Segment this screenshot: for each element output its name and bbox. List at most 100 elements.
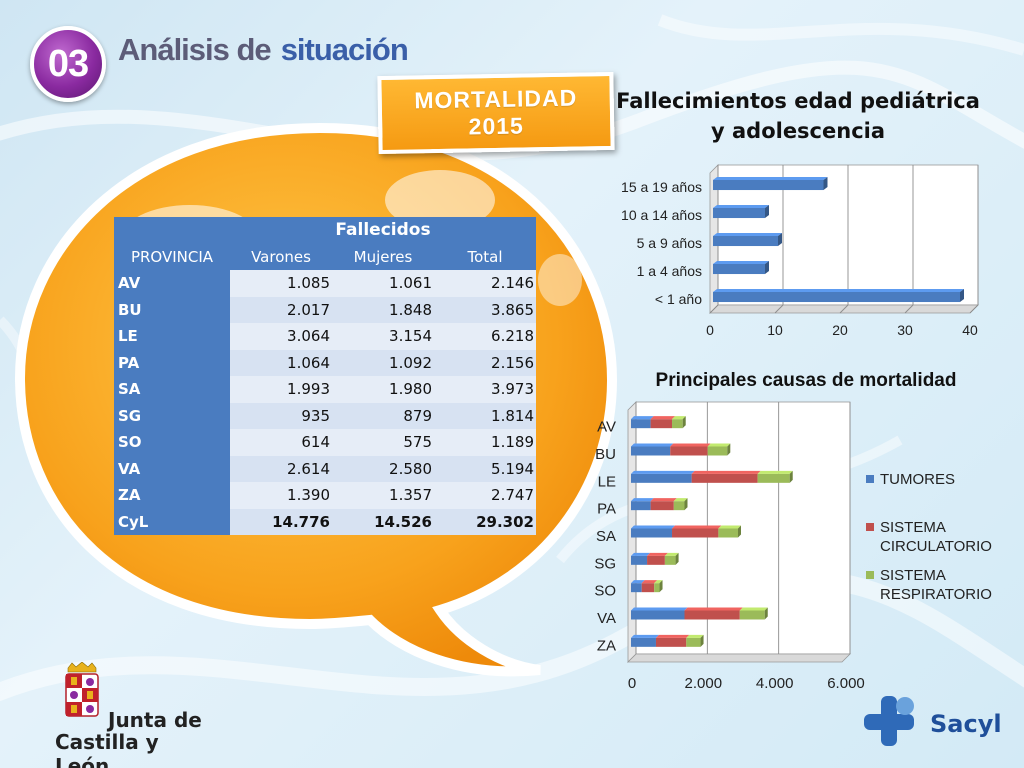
chart2-legend-label: SISTEMA xyxy=(880,519,946,536)
chart2-bar-segment xyxy=(631,555,648,565)
province-cell: SG xyxy=(114,402,230,429)
col-header-total: Total xyxy=(434,243,536,270)
chart2-bar-segment xyxy=(641,583,655,593)
women-cell: 1.061 xyxy=(332,270,434,297)
chart2-bar-segment xyxy=(655,637,687,647)
chart2-bar-side xyxy=(738,525,741,538)
province-cell: VA xyxy=(114,455,230,482)
province-cell: SA xyxy=(114,376,230,403)
chart2-bar-segment xyxy=(631,419,651,429)
chart2-bar-segment-top xyxy=(650,416,676,420)
table-row: SA 1.993 1.980 3.973 xyxy=(114,376,536,403)
chart1-category-label: < 1 año xyxy=(655,291,702,307)
total-cell: 2.747 xyxy=(434,482,536,509)
chart2-legend-swatch xyxy=(866,523,874,531)
sacyl-logo: Sacyl xyxy=(852,690,1012,750)
chart2-bar-segment xyxy=(718,528,738,538)
chart2-bar-segment-top xyxy=(631,634,659,638)
chart2-bar-segment xyxy=(631,583,642,593)
chart2-bar-segment-top xyxy=(641,580,658,584)
chart2-bar-segment-top xyxy=(664,552,679,556)
total-cell: 3.865 xyxy=(434,296,536,323)
total-cell: 5.194 xyxy=(434,455,536,482)
chart2-bar-segment-top xyxy=(631,607,688,611)
chart2-bar-segment-top xyxy=(631,416,654,420)
chart2-category-label: SG xyxy=(594,555,616,572)
women-cell: 2.580 xyxy=(332,455,434,482)
pediatric-deaths-chart: 0 10 20 30 40 15 a 19 años 10 a 14 años 5 a 9 a… xyxy=(621,164,979,338)
chart1-bar-side xyxy=(765,204,769,219)
total-cell: 1.814 xyxy=(434,402,536,429)
province-cell: BU xyxy=(114,296,230,323)
chart2-bar-segment xyxy=(631,528,673,538)
chart1-bar-top xyxy=(713,176,828,180)
women-cell: 1.848 xyxy=(332,296,434,323)
chart2-bar-segment-top xyxy=(647,552,668,556)
chart2-bar-side xyxy=(684,498,688,511)
table-row: AV 1.085 1.061 2.146 xyxy=(114,270,536,297)
chart2-bar-segment xyxy=(670,446,708,456)
page-title: Análisis de situación xyxy=(118,32,409,68)
women-cell: 3.154 xyxy=(332,323,434,350)
chart2-bar-segment-top xyxy=(672,525,722,529)
chart1-bar-top xyxy=(713,204,769,208)
chart2-legend-label: CIRCULATORIO xyxy=(880,538,992,555)
chart1-floor-gridline xyxy=(709,304,719,314)
chart2-bar-segment xyxy=(673,501,685,511)
page-title-part1: Análisis de xyxy=(118,32,272,67)
chart2-x-tick-label: 4.000 xyxy=(756,675,794,692)
table-row: PA 1.064 1.092 2.156 xyxy=(114,349,536,376)
chart2-bar-segment-top xyxy=(631,580,645,584)
province-cell: CyL xyxy=(114,508,230,535)
chart1-floor-gridline xyxy=(904,304,914,314)
chart2-category-label: AV xyxy=(597,419,616,436)
men-cell: 14.776 xyxy=(230,508,332,535)
chart1-bar-side xyxy=(765,260,769,275)
men-cell: 614 xyxy=(230,429,332,456)
chart2-bar-segment-top xyxy=(739,607,768,611)
total-cell: 6.218 xyxy=(434,323,536,350)
col-header-mujeres: Mujeres xyxy=(332,243,434,270)
table-row: LE 3.064 3.154 6.218 xyxy=(114,323,536,350)
chart2-bar-segment-top xyxy=(650,498,677,502)
chart2-bar-segment xyxy=(739,610,765,620)
chart1-bar-side xyxy=(778,232,782,247)
chart2-bar-segment xyxy=(684,610,740,620)
chart2-bar-segment xyxy=(631,610,685,620)
chart1-bar xyxy=(713,263,765,275)
men-cell: 1.085 xyxy=(230,270,332,297)
chart2-bar-segment-top xyxy=(686,634,704,638)
mortalidad-badge-line1: MORTALIDAD xyxy=(414,84,578,114)
chart2-bar-segment xyxy=(631,473,692,483)
sacyl-text: Sacyl xyxy=(930,710,1002,738)
chart2-category-label: VA xyxy=(597,610,616,627)
chart2-bar-segment-top xyxy=(684,607,743,611)
chart2-bar-segment xyxy=(672,528,719,538)
chart2-category-label: PA xyxy=(597,501,616,518)
chart2-bar-side xyxy=(727,443,731,456)
chart2-legend-label: TUMORES xyxy=(880,471,955,488)
chart2-bar-segment xyxy=(691,473,758,483)
chart2-bar-segment-top xyxy=(631,443,674,447)
chart2-bar-segment xyxy=(654,583,660,593)
chart2-bar-segment-top xyxy=(718,525,741,529)
chart1-x-tick-label: 40 xyxy=(962,322,978,338)
section-number: 03 xyxy=(47,42,89,85)
men-cell: 1.993 xyxy=(230,376,332,403)
chart2-bar-side xyxy=(764,607,768,620)
province-cell: PA xyxy=(114,349,230,376)
page-title-part2: situación xyxy=(280,32,409,67)
chart1-x-tick-label: 0 xyxy=(706,322,714,338)
chart1-title-line2: y adolescencia xyxy=(710,119,886,143)
chart2-bar-side xyxy=(789,470,793,483)
province-cell: LE xyxy=(114,323,230,350)
chart2-bar-side xyxy=(682,416,686,429)
chart2-bar-segment xyxy=(664,555,676,565)
table-row: SO 614 575 1.189 xyxy=(114,429,536,456)
chart1-category-label: 5 a 9 años xyxy=(637,235,702,251)
men-cell: 2.017 xyxy=(230,296,332,323)
chart2-bar-segment xyxy=(757,473,790,483)
chart1-floor-gridline xyxy=(839,304,849,314)
men-cell: 2.614 xyxy=(230,455,332,482)
chart2-bar-segment xyxy=(631,637,656,647)
